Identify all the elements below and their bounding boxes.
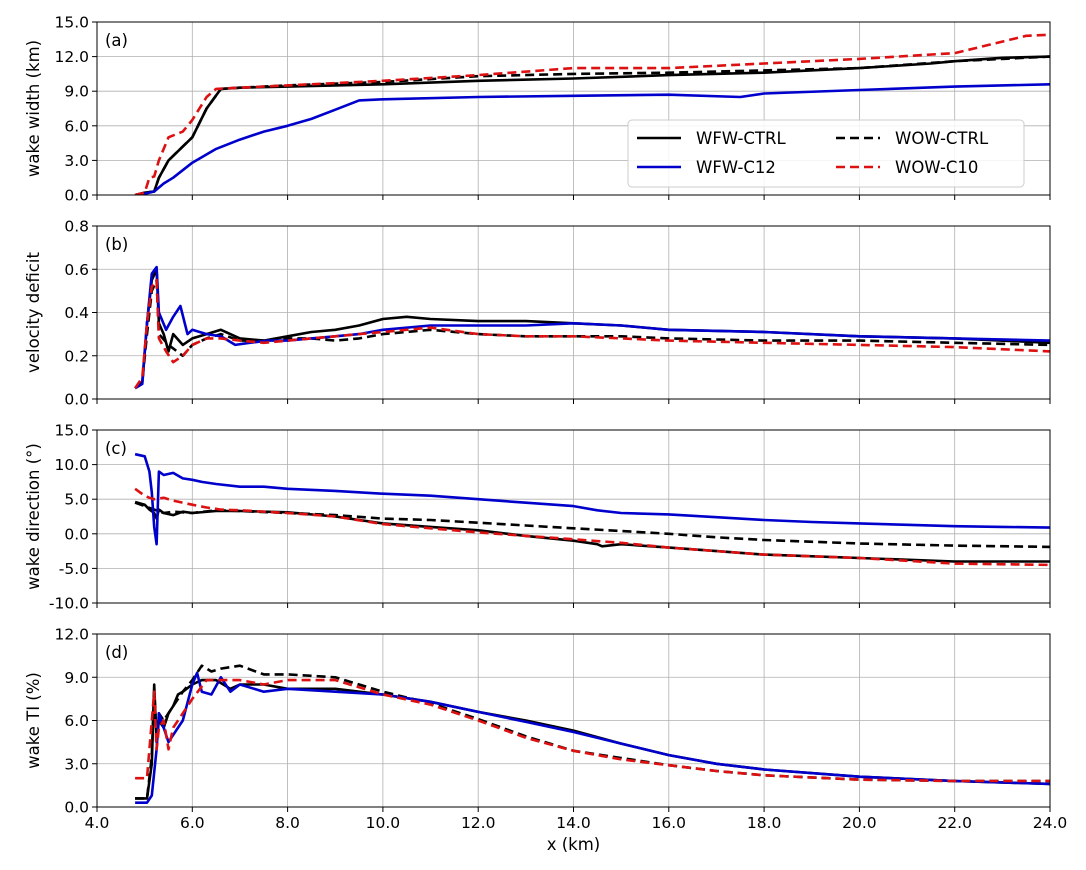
series-line-wfw-c12 bbox=[135, 671, 1050, 805]
y-tick-label: 5.0 bbox=[64, 491, 89, 509]
y-tick-label: 6.0 bbox=[64, 117, 89, 135]
y-tick-label: 0.0 bbox=[64, 799, 89, 817]
legend-label: WOW-CTRL bbox=[895, 129, 989, 148]
legend-box bbox=[627, 119, 1025, 188]
x-axis-label: x (km) bbox=[547, 835, 601, 854]
y-tick-label: 15.0 bbox=[54, 14, 89, 32]
series-line-wfw-c12 bbox=[134, 265, 1050, 390]
series-line-wfw-c12 bbox=[134, 83, 1050, 195]
series-line-wow-ctrl bbox=[134, 501, 1050, 549]
y-tick-label: 0.4 bbox=[64, 304, 89, 322]
y-tick-label: 12.0 bbox=[54, 48, 89, 66]
legend: WFW-CTRL WOW-CTRL WFW-C12 WOW-C10 bbox=[627, 119, 1025, 188]
x-tick-label: 10.0 bbox=[366, 814, 401, 832]
y-tick-label: 10.0 bbox=[54, 456, 89, 474]
y-tick-label: 3.0 bbox=[64, 152, 89, 170]
y-tick-label: 15.0 bbox=[54, 422, 89, 440]
y-axis-label: velocity deficit bbox=[24, 252, 43, 373]
x-tick-label: 22.0 bbox=[937, 814, 972, 832]
x-tick-label: 8.0 bbox=[275, 814, 300, 832]
y-tick-label: 9.0 bbox=[64, 669, 89, 687]
x-tick-label: 4.0 bbox=[85, 814, 110, 832]
x-tick-label: 18.0 bbox=[747, 814, 782, 832]
series-line-wow-c10 bbox=[134, 278, 1050, 389]
x-tick-label: 6.0 bbox=[180, 814, 205, 832]
y-tick-label: 0.6 bbox=[64, 261, 89, 279]
x-tick-label: 20.0 bbox=[842, 814, 877, 832]
y-axis-label: wake TI (%) bbox=[24, 672, 43, 769]
series-line-wfw-c12 bbox=[134, 452, 1050, 546]
panel-3: 0.0 3.0 6.0 9.0 12.0 wake TI (%) (d) bbox=[24, 626, 1051, 817]
x-tick-label: 12.0 bbox=[461, 814, 496, 832]
panel-tag: (b) bbox=[105, 235, 128, 254]
x-tick-label: 14.0 bbox=[556, 814, 591, 832]
series-line-wow-c10 bbox=[135, 678, 1050, 783]
panel-tag: (d) bbox=[105, 643, 128, 662]
y-tick-label: -10.0 bbox=[49, 595, 89, 613]
y-tick-label: 6.0 bbox=[64, 712, 89, 730]
panel-2: -10.0 -5.0 0.0 5.0 10.0 15.0 wake direction (°… bbox=[24, 422, 1051, 613]
legend-label: WOW-C10 bbox=[895, 158, 978, 177]
panel-tag: (a) bbox=[105, 31, 128, 50]
y-tick-label: 3.0 bbox=[64, 755, 89, 773]
y-tick-label: 0.0 bbox=[64, 525, 89, 543]
panel-tag: (c) bbox=[105, 439, 127, 458]
y-tick-label: 0.0 bbox=[64, 187, 89, 205]
series-line-wow-c10 bbox=[134, 487, 1050, 567]
y-axis-label: wake width (km) bbox=[24, 40, 43, 177]
series-line-wow-ctrl bbox=[134, 278, 1050, 390]
x-tick-label: 16.0 bbox=[652, 814, 687, 832]
legend-label: WFW-C12 bbox=[696, 158, 776, 177]
series-line-wow-c10 bbox=[134, 33, 1050, 195]
x-tick-label: 24.0 bbox=[1033, 814, 1068, 832]
y-tick-label: 0.8 bbox=[64, 218, 89, 236]
y-tick-label: 9.0 bbox=[64, 83, 89, 101]
y-tick-label: 0.0 bbox=[64, 391, 89, 409]
y-tick-label: 12.0 bbox=[54, 626, 89, 644]
y-tick-label: -5.0 bbox=[59, 560, 89, 578]
legend-label: WFW-CTRL bbox=[696, 129, 786, 148]
y-axis-label: wake direction (°) bbox=[24, 443, 43, 590]
series-line-wfw-ctrl bbox=[134, 267, 1050, 390]
panel-1: 0.0 0.2 0.4 0.6 0.8 velocity deficit (b) bbox=[24, 218, 1051, 409]
y-tick-label: 0.2 bbox=[64, 347, 89, 365]
